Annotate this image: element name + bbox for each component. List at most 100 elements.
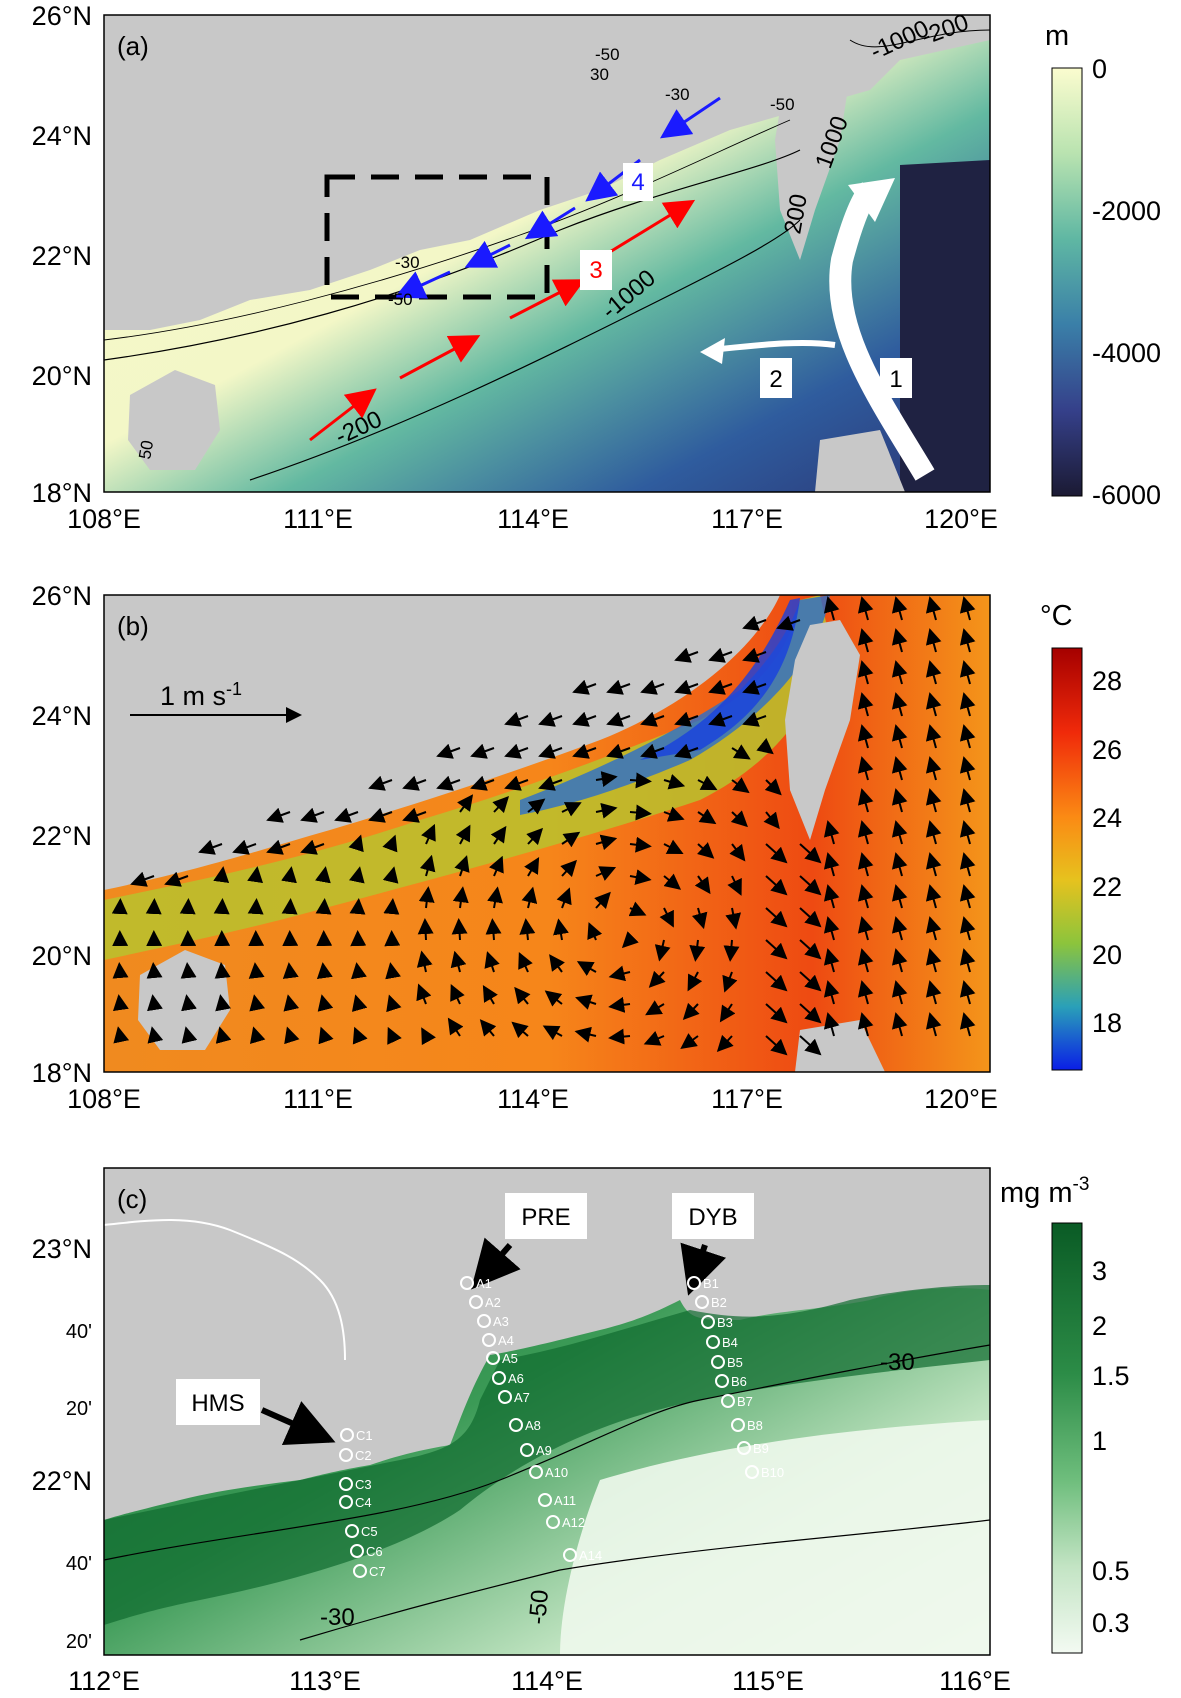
station-marker-a	[492, 1371, 506, 1385]
current-vector	[549, 954, 565, 973]
current-vector	[857, 916, 874, 941]
current-vector	[891, 692, 908, 717]
current-vector	[925, 1012, 942, 1037]
station-label: A1	[476, 1276, 492, 1291]
current-vector	[697, 842, 715, 859]
station-marker-c	[339, 1495, 353, 1509]
current-vector	[799, 971, 822, 992]
current-vector	[823, 820, 840, 845]
current-vector	[595, 834, 618, 851]
current-vector	[383, 898, 400, 915]
panel-b-scale-label: 1 m s-1	[160, 679, 242, 711]
current-vector	[334, 807, 359, 823]
current-vector	[857, 980, 874, 1005]
station-label: A8	[525, 1418, 541, 1433]
current-vector	[112, 994, 129, 1012]
station-label: A2	[485, 1295, 501, 1310]
lon-tick: 117°E	[711, 504, 783, 534]
contour-label: -30	[320, 1604, 355, 1631]
current-vector	[450, 950, 467, 973]
red-arrow	[309, 388, 377, 442]
panel-c-offshore	[560, 1420, 990, 1655]
current-vector	[629, 804, 652, 821]
current-vector	[799, 875, 822, 896]
current-vector	[857, 1012, 874, 1037]
colorbar-tick: 0.5	[1092, 1556, 1130, 1586]
panel-a-contour-200-ne	[849, 29, 991, 48]
current-vector	[857, 820, 874, 845]
station-marker-b	[737, 1441, 751, 1455]
current-vector	[959, 692, 976, 717]
current-vector	[595, 771, 618, 787]
current-vector	[765, 971, 788, 992]
current-label-4: 4	[631, 169, 644, 196]
current-vector	[214, 962, 231, 979]
current-vector	[765, 875, 788, 896]
current-vector	[674, 679, 699, 695]
panel-b-cold-core	[640, 598, 800, 760]
current-vector	[799, 1035, 822, 1056]
current-vector	[799, 939, 822, 960]
current-vector	[146, 962, 163, 979]
panel-a-deep-basin	[900, 160, 990, 492]
current-vector	[232, 839, 257, 855]
panel-c-stations: A1 A2 A3 A4 A5 A6 A7 A8 A9 A10 A11 A12 A14 B1 B2 B3 B4 B5…	[339, 1276, 784, 1579]
blue-arrow	[524, 206, 576, 240]
panel-c-coastal-chl	[104, 1285, 990, 1625]
station-label: A3	[493, 1314, 509, 1329]
current-vector	[511, 1021, 529, 1039]
arrow-hms	[260, 1401, 336, 1446]
current-vector	[574, 1026, 597, 1043]
lat-tick: 20'	[66, 1631, 92, 1653]
current-vector	[504, 775, 529, 791]
panel-c-contour-30	[103, 1344, 991, 1561]
panel-c-lon-ticks: 112°E 113°E 114°E 115°E 116°E	[68, 1666, 1011, 1696]
station-label: A12	[562, 1515, 585, 1530]
current-vector	[281, 866, 297, 884]
current-vector	[742, 711, 767, 727]
current-vector	[763, 811, 780, 830]
current-vector	[130, 871, 155, 887]
current-vector	[283, 994, 300, 1012]
current-vector	[484, 951, 500, 973]
lon-tick: 116°E	[939, 1666, 1011, 1696]
current-vector	[455, 824, 471, 845]
current-vector	[799, 907, 822, 928]
label-box-3	[580, 250, 612, 290]
current-vector	[402, 807, 427, 823]
colorbar-tick: 20	[1092, 940, 1122, 970]
current-vector	[925, 724, 942, 749]
current-vector	[708, 679, 733, 695]
lon-tick: 114°E	[511, 1666, 583, 1696]
current-vector	[765, 843, 788, 864]
current-vector	[708, 647, 733, 663]
current-vector	[643, 1030, 665, 1046]
current-vector	[595, 866, 617, 881]
current-vector	[891, 884, 908, 909]
current-vector	[538, 743, 563, 759]
panel-a-contour-50	[103, 119, 791, 341]
current-vector	[368, 775, 393, 791]
current-vector	[281, 898, 298, 915]
current-vector	[248, 962, 265, 979]
panel-c-frame	[103, 1167, 991, 1656]
current-vector	[181, 1026, 198, 1044]
current-vector	[959, 980, 976, 1005]
blue-arrow	[660, 96, 721, 139]
current-vector	[674, 647, 699, 663]
current-vector	[147, 994, 163, 1012]
place-label-hms: HMS	[191, 1390, 244, 1417]
station-marker-b	[695, 1295, 709, 1309]
panel-a-contour-1000	[249, 219, 801, 481]
station-label: A4	[498, 1333, 514, 1348]
current-vector	[450, 984, 465, 1005]
current-vector	[417, 918, 434, 941]
current-vector	[891, 724, 908, 749]
lat-tick: 18°N	[32, 1058, 92, 1088]
current-vector	[447, 1017, 464, 1037]
current-vector	[181, 994, 197, 1012]
panel-a-colorbar-unit: m	[1045, 20, 1069, 52]
current-vector	[315, 898, 332, 915]
station-marker-c	[339, 1477, 353, 1491]
current-vector	[857, 692, 874, 717]
